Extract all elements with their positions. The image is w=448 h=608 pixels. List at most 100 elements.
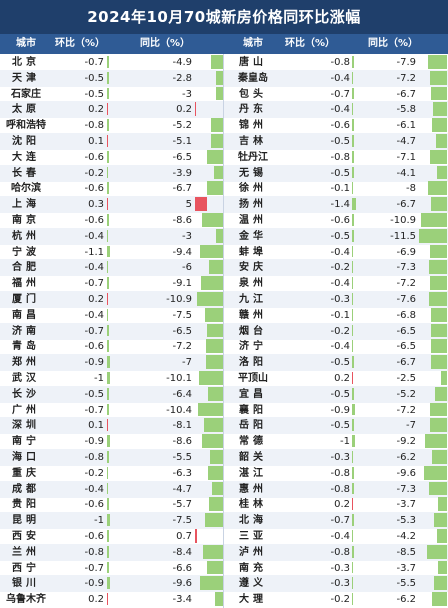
mom-value: 0.2 bbox=[334, 499, 350, 511]
yoy-value: -3 bbox=[182, 230, 192, 242]
header-yoy-right: 同比（%） bbox=[367, 38, 419, 49]
yoy-value: -8.1 bbox=[172, 420, 192, 432]
city-name: 哈尔滨 bbox=[11, 183, 41, 195]
table-row: 厦门 0.2 -10.9 九江 -0.3 -7.6 bbox=[0, 291, 448, 308]
yoy-bar bbox=[438, 560, 447, 575]
mom-value: -0.7 bbox=[84, 278, 104, 290]
city-name: 天津 bbox=[12, 72, 40, 84]
yoy-value: -5.2 bbox=[396, 388, 416, 400]
yoy-bar bbox=[430, 418, 447, 433]
yoy-value: -7.2 bbox=[172, 341, 192, 353]
city-name: 福州 bbox=[12, 278, 40, 290]
yoy-value: -7.5 bbox=[172, 515, 192, 527]
yoy-value: -6.7 bbox=[396, 88, 416, 100]
city-name: 大理 bbox=[239, 594, 267, 606]
mom-bar bbox=[107, 277, 110, 289]
city-name: 丹东 bbox=[239, 104, 267, 116]
yoy-value: -5.3 bbox=[396, 515, 416, 527]
mom-value: -0.6 bbox=[84, 499, 104, 511]
yoy-value: -9.6 bbox=[172, 578, 192, 590]
yoy-value: -7.5 bbox=[172, 309, 192, 321]
city-name: 泸州 bbox=[239, 546, 267, 558]
yoy-bar bbox=[429, 481, 447, 496]
yoy-bar bbox=[213, 165, 223, 180]
city-name: 洛阳 bbox=[239, 357, 267, 369]
mom-value: 0.2 bbox=[88, 104, 104, 116]
mom-bar bbox=[352, 482, 355, 495]
mom-bar bbox=[352, 498, 353, 511]
yoy-bar bbox=[429, 70, 447, 85]
mom-value: -1 bbox=[340, 436, 350, 448]
table-row: 广州 -0.7 -10.4 襄阳 -0.9 -7.2 bbox=[0, 402, 448, 419]
mom-bar bbox=[352, 435, 355, 447]
yoy-bar bbox=[195, 102, 196, 117]
yoy-bar bbox=[430, 307, 447, 322]
yoy-value: -6.9 bbox=[396, 246, 416, 258]
yoy-bar bbox=[214, 592, 223, 606]
column-divider bbox=[223, 54, 224, 608]
table-row: 长沙 -0.5 -6.4 宜昌 -0.5 -5.2 bbox=[0, 385, 448, 403]
mom-bar bbox=[107, 293, 108, 305]
yoy-bar bbox=[438, 497, 447, 512]
mom-value: -1 bbox=[94, 373, 104, 384]
yoy-value: -5.1 bbox=[172, 136, 192, 147]
yoy-bar bbox=[420, 213, 447, 227]
mom-value: -0.5 bbox=[330, 388, 350, 400]
yoy-bar bbox=[433, 102, 447, 117]
city-name: 金华 bbox=[239, 230, 267, 242]
table-row: 深圳 0.1 -8.1 岳阳 -0.5 -7 bbox=[0, 417, 448, 435]
mom-bar bbox=[107, 451, 110, 463]
yoy-bar bbox=[429, 402, 447, 417]
mom-value: -0.2 bbox=[330, 594, 350, 606]
table-row: 昆明 -1 -7.5 北海 -0.7 -5.3 bbox=[0, 512, 448, 530]
mom-value: -0.2 bbox=[330, 325, 350, 337]
header-mom-left: 环比（%） bbox=[54, 38, 106, 49]
city-name: 银川 bbox=[12, 578, 40, 590]
mom-value: -0.4 bbox=[330, 278, 350, 290]
city-name: 遵义 bbox=[239, 578, 267, 590]
table-row: 乌鲁木齐 0.2 -3.4 大理 -0.2 -6.2 bbox=[0, 591, 448, 608]
table-row: 银川 -0.9 -9.6 遵义 -0.3 -5.5 bbox=[0, 575, 448, 593]
yoy-bar bbox=[203, 418, 223, 433]
yoy-bar bbox=[430, 86, 447, 101]
header-city-left: 城市 bbox=[16, 38, 36, 49]
yoy-bar bbox=[431, 323, 447, 338]
mom-value: -0.6 bbox=[84, 183, 104, 195]
mom-value: -0.2 bbox=[84, 167, 104, 179]
city-name: 合肥 bbox=[12, 262, 40, 274]
table-row: 西宁 -0.7 -6.6 南充 -0.3 -3.7 bbox=[0, 560, 448, 577]
mom-bar bbox=[107, 119, 110, 131]
mom-value: -0.5 bbox=[330, 420, 350, 432]
mom-value: -0.6 bbox=[84, 151, 104, 163]
city-name: 南充 bbox=[239, 562, 267, 574]
city-name: 烟台 bbox=[239, 325, 267, 337]
yoy-value: -6.2 bbox=[396, 594, 416, 606]
mom-value: -0.8 bbox=[84, 546, 104, 558]
yoy-bar bbox=[215, 86, 223, 101]
mom-value: -0.3 bbox=[330, 578, 350, 590]
mom-value: -0.8 bbox=[330, 483, 350, 495]
yoy-value: -7.1 bbox=[396, 151, 416, 163]
yoy-bar bbox=[195, 197, 207, 211]
yoy-bar bbox=[210, 118, 223, 132]
city-name: 昆明 bbox=[12, 515, 40, 527]
yoy-bar bbox=[211, 55, 223, 69]
yoy-value: -6.3 bbox=[172, 467, 192, 479]
mom-bar bbox=[107, 530, 109, 542]
table-row: 沈阳 0.1 -5.1 吉林 -0.5 -4.7 bbox=[0, 133, 448, 150]
city-name: 深圳 bbox=[12, 420, 40, 432]
mom-value: -0.5 bbox=[84, 88, 104, 100]
yoy-bar bbox=[436, 529, 447, 543]
yoy-bar bbox=[201, 276, 223, 290]
mom-bar bbox=[107, 214, 109, 226]
mom-bar bbox=[352, 577, 353, 590]
yoy-value: -6.5 bbox=[396, 341, 416, 353]
table-row: 合肥 -0.4 -6 安庆 -0.2 -7.3 bbox=[0, 259, 448, 277]
yoy-value: -3 bbox=[182, 88, 192, 100]
yoy-bar bbox=[432, 592, 447, 606]
mom-bar bbox=[352, 182, 353, 195]
mom-bar bbox=[352, 514, 355, 526]
yoy-bar bbox=[207, 560, 223, 575]
city-name: 秦皇岛 bbox=[238, 72, 268, 84]
mom-bar bbox=[352, 119, 354, 131]
